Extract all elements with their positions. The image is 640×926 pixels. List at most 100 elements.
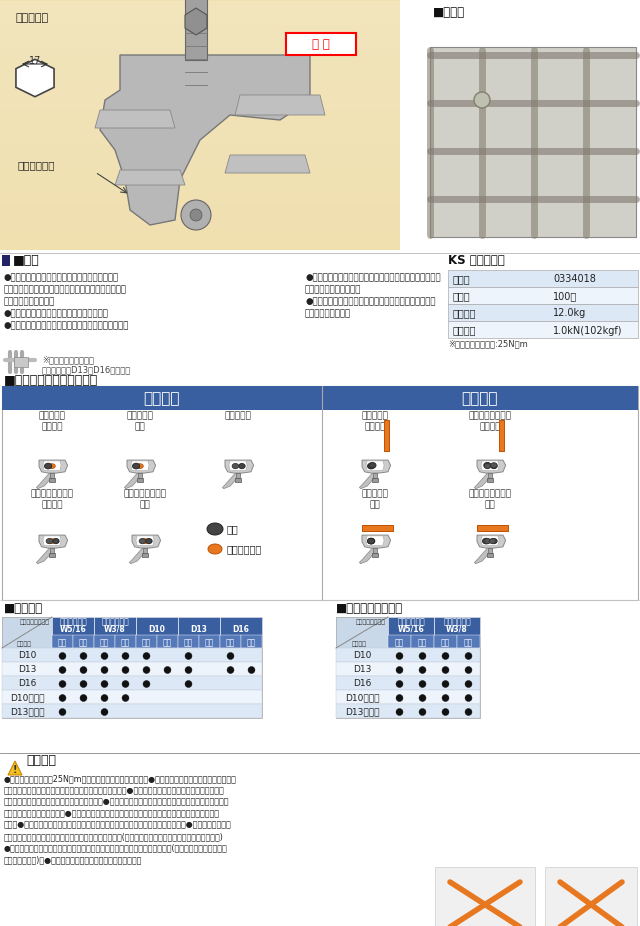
Bar — [0, 25, 400, 37]
Polygon shape — [132, 535, 161, 548]
Ellipse shape — [49, 464, 55, 469]
Text: 直交: 直交 — [464, 638, 473, 647]
Bar — [0, 181, 400, 193]
Bar — [50, 548, 54, 554]
Bar — [430, 47, 636, 237]
Ellipse shape — [396, 667, 403, 673]
Ellipse shape — [143, 653, 150, 659]
Bar — [143, 548, 147, 554]
Polygon shape — [100, 55, 310, 225]
Bar — [373, 548, 377, 554]
Text: 注意事項: 注意事項 — [26, 755, 56, 768]
Ellipse shape — [483, 538, 490, 544]
Ellipse shape — [132, 463, 140, 469]
Text: W5/16: W5/16 — [60, 624, 86, 633]
Bar — [136, 635, 157, 648]
Text: 溶接: 溶接 — [370, 500, 380, 509]
Bar — [220, 635, 241, 648]
Ellipse shape — [80, 681, 87, 687]
Text: が移動します。)　●強度には十分注意して使用してください。: が移動します。) ●強度には十分注意して使用してください。 — [4, 855, 142, 864]
Text: 適応セパレーター: 適応セパレーター — [20, 619, 50, 625]
Text: 鉄筋ダブル＋セパ: 鉄筋ダブル＋セパ — [31, 490, 74, 498]
Ellipse shape — [44, 463, 52, 469]
Text: セパレーター: セパレーター — [227, 544, 262, 554]
Bar — [2, 386, 322, 410]
Polygon shape — [129, 548, 148, 564]
Bar — [142, 553, 148, 557]
Ellipse shape — [59, 694, 66, 702]
Text: に注意してください。ネジが破損する恐れがあります。(特に電動工具使用時には注意してください。): に注意してください。ネジが破損する恐れがあります。(特に電動工具使用時には注意し… — [4, 832, 224, 841]
Bar — [388, 617, 434, 635]
Ellipse shape — [101, 667, 108, 673]
Bar — [0, 145, 400, 157]
Bar — [448, 321, 638, 338]
Polygon shape — [366, 461, 384, 470]
Bar — [115, 635, 136, 648]
Bar — [0, 205, 400, 217]
Ellipse shape — [491, 463, 497, 468]
Text: 平行: 平行 — [226, 638, 235, 647]
Ellipse shape — [122, 653, 129, 659]
Circle shape — [474, 92, 490, 108]
Text: 梱包質量: 梱包質量 — [453, 308, 477, 319]
Text: ■鉄筋＋セパの組み合わせ: ■鉄筋＋セパの組み合わせ — [4, 373, 99, 386]
Bar — [0, 49, 400, 61]
Bar — [488, 473, 492, 479]
Text: ■特長: ■特長 — [13, 254, 40, 267]
Bar — [362, 525, 393, 532]
Bar — [336, 704, 480, 718]
Text: W3/8: W3/8 — [104, 624, 126, 633]
Text: 許容荷重: 許容荷重 — [453, 326, 477, 335]
Text: D13ダブル: D13ダブル — [345, 707, 380, 717]
Text: 鉄筋ダブル＋セパ: 鉄筋ダブル＋セパ — [468, 490, 511, 498]
Text: 溶接: 溶接 — [134, 422, 145, 432]
Text: ●作業性抜群！鉄筋、セパを挟んで締めるだけ。: ●作業性抜群！鉄筋、セパを挟んで締めるだけ。 — [4, 273, 119, 282]
Ellipse shape — [484, 462, 491, 469]
Text: 直交: 直交 — [247, 638, 256, 647]
Text: ●金物に先行溶接する場合、ボルトの頭に干渉しないよう注意してください。(締め付けるとボルトの頭: ●金物に先行溶接する場合、ボルトの頭に干渉しないよう注意してください。(締め付け… — [4, 844, 228, 853]
Bar — [2, 704, 262, 718]
Bar — [0, 1, 400, 13]
Polygon shape — [223, 473, 241, 489]
Text: 挟み込み: 挟み込み — [41, 500, 63, 509]
Bar — [434, 635, 457, 648]
Text: 平行: 平行 — [142, 638, 151, 647]
Bar — [336, 617, 388, 648]
Text: ■セパレーター溶接: ■セパレーター溶接 — [336, 603, 403, 616]
Bar — [0, 169, 400, 181]
Ellipse shape — [442, 694, 449, 702]
Bar — [49, 553, 55, 557]
Bar — [14, 357, 28, 367]
Ellipse shape — [227, 667, 234, 673]
Text: ●ボルト先端に抜け止め座金を装備。型枠内への部品落: ●ボルト先端に抜け止め座金を装備。型枠内への部品落 — [305, 297, 435, 307]
Ellipse shape — [491, 539, 497, 544]
Polygon shape — [481, 461, 499, 470]
Text: 挟み込み: 挟み込み — [364, 422, 386, 432]
Ellipse shape — [80, 694, 87, 702]
Text: 鉄筋ダブル＋セパ: 鉄筋ダブル＋セパ — [468, 411, 511, 420]
Circle shape — [181, 200, 211, 230]
Ellipse shape — [141, 539, 148, 544]
Bar — [199, 635, 220, 648]
Text: D16: D16 — [353, 680, 371, 689]
Text: 奥に、セパレーターをボルト側に取り付けてください。　●鉄筋と鉄筋を平行で挟み込む場合、必ず小: 奥に、セパレーターをボルト側に取り付けてください。 ●鉄筋と鉄筋を平行で挟み込む… — [4, 786, 225, 795]
Ellipse shape — [122, 667, 129, 673]
Ellipse shape — [122, 681, 129, 687]
Polygon shape — [95, 110, 175, 128]
Text: ■挟み込み: ■挟み込み — [4, 603, 43, 616]
Text: い。　●鉄筋、セパレーターと金物が斜めにならないように締め付けてください。　●ボルトの締めすぎ: い。 ●鉄筋、セパレーターと金物が斜めにならないように締め付けてください。 ●ボ… — [4, 820, 232, 830]
Text: 品　番: 品 番 — [453, 274, 470, 284]
Text: 直交: 直交 — [205, 638, 214, 647]
Ellipse shape — [80, 667, 87, 673]
Ellipse shape — [419, 708, 426, 716]
Text: 抜け止め座金: 抜け止め座金 — [18, 160, 56, 170]
Text: D16: D16 — [232, 624, 250, 633]
Ellipse shape — [46, 539, 52, 544]
Text: 特にスラブでの平行引きは、上からの締付けだけで: 特にスラブでの平行引きは、上からの締付けだけで — [4, 285, 127, 294]
Bar — [336, 662, 480, 676]
Bar — [448, 270, 638, 287]
Bar — [0, 193, 400, 205]
Ellipse shape — [101, 694, 108, 702]
Text: D10: D10 — [148, 624, 165, 633]
Text: 平行: 平行 — [441, 638, 450, 647]
